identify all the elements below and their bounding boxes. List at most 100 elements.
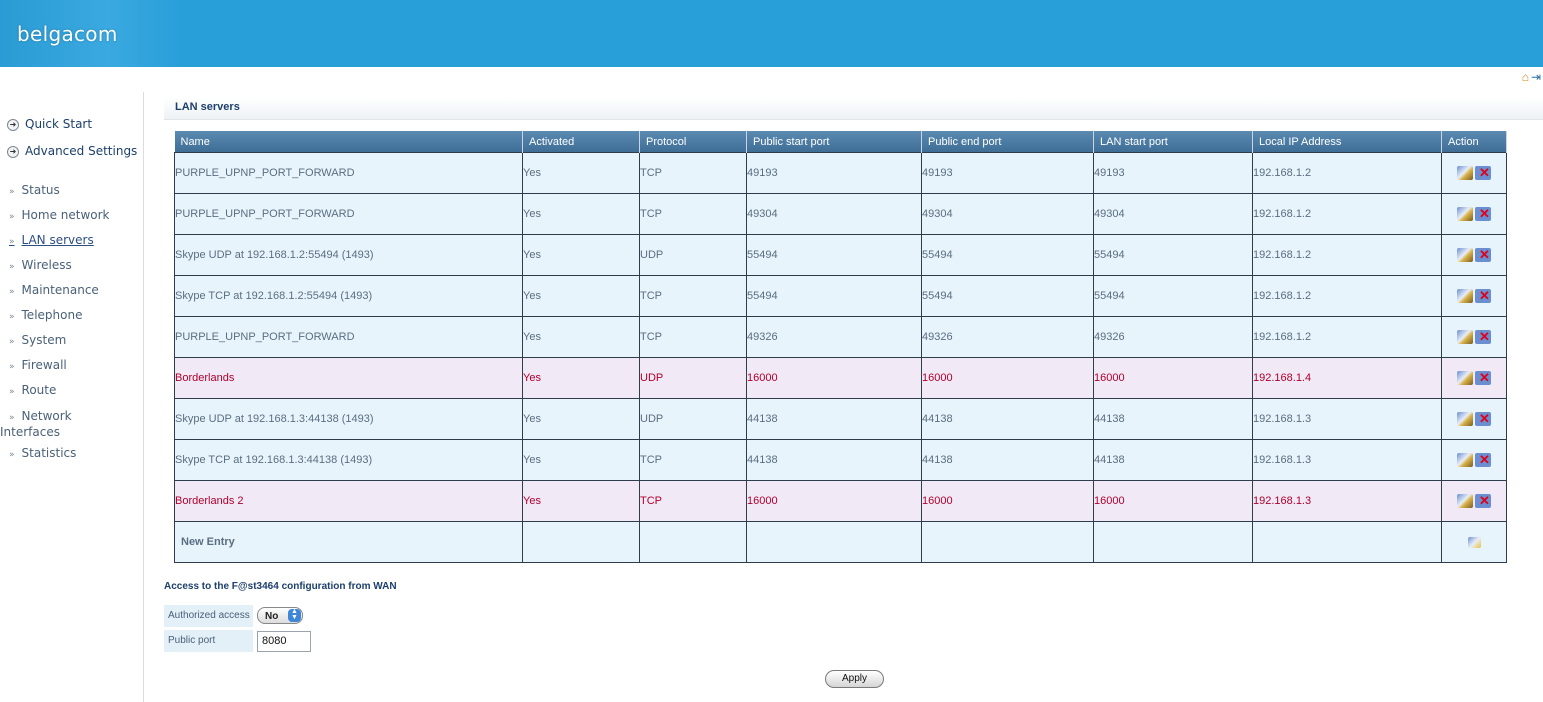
table-cell-name: PURPLE_UPNP_PORT_FORWARD [174,316,523,358]
table-cell-action [1441,193,1507,235]
sidebar-item-home-network[interactable]: » Home network [9,208,110,222]
delete-icon[interactable] [1475,165,1491,181]
sidebar-item-telephone[interactable]: » Telephone [9,308,83,322]
column-header: Action [1441,131,1507,153]
home-icon[interactable]: ⌂ [1521,70,1529,84]
sidebar-item-status[interactable]: » Status [9,183,60,197]
edit-icon[interactable] [1457,412,1473,426]
authorized-access-value: No [265,611,279,622]
table-row: Skype UDP at 192.168.1.2:55494 (1493) Yes… [174,234,1507,276]
table-cell-public-end: 44138 [921,398,1094,440]
lan-servers-table: Name Activated Protocol Public start por… [174,131,1507,563]
sidebar-item-system[interactable]: » System [9,333,67,347]
table-cell-lan-start: 55494 [1093,275,1253,317]
quick-start-link[interactable]: ➜ Quick Start [7,117,92,131]
arrow-right-icon: ➜ [7,146,19,158]
delete-icon[interactable] [1475,452,1491,468]
delete-icon[interactable] [1475,288,1491,304]
sidebar-item-wireless[interactable]: » Wireless [9,258,72,272]
table-cell-lan-start: 16000 [1093,480,1253,522]
new-entry-icon[interactable] [1467,536,1481,548]
table-cell-protocol: UDP [639,398,747,440]
table-cell-name: Skype TCP at 192.168.1.3:44138 (1493) [174,439,523,481]
edit-icon[interactable] [1457,371,1473,385]
delete-icon[interactable] [1475,370,1491,386]
column-header: Public end port [921,131,1094,153]
public-port-label: Public port [164,630,253,652]
table-cell-public-end: 16000 [921,357,1094,399]
delete-icon[interactable] [1475,206,1491,222]
bullet-icon: » [9,237,15,247]
table-cell-protocol: UDP [639,357,747,399]
table-cell-protocol: TCP [639,439,747,481]
select-stepper-icon: ▲ ▼ [288,608,301,622]
delete-icon[interactable] [1475,329,1491,345]
edit-icon[interactable] [1457,166,1473,180]
edit-icon[interactable] [1457,330,1473,344]
logo-area: belgacom [0,0,180,67]
table-cell-activated: Yes [522,193,640,235]
public-port-input[interactable]: 8080 [257,631,311,652]
table-cell-public-end: 49304 [921,193,1094,235]
table-cell-action [1441,275,1507,317]
sidebar-item-route[interactable]: » Route [9,383,57,397]
header-bar: belgacom [0,0,1543,67]
new-entry-label[interactable]: New Entry [174,521,523,563]
advanced-settings-link[interactable]: ➜ Advanced Settings [0,144,137,158]
table-cell-ip: 192.168.1.2 [1252,193,1442,235]
page-title: LAN servers [175,101,240,113]
table-cell-action [1441,398,1507,440]
table-cell-activated: Yes [522,316,640,358]
table-cell-public-end: 16000 [921,480,1094,522]
table-cell-lan-start: 44138 [1093,439,1253,481]
sidebar: ➜ Quick Start ➜ Advanced Settings » Status … [0,92,144,702]
bullet-icon: » [9,387,15,397]
edit-icon[interactable] [1457,453,1473,467]
edit-icon[interactable] [1457,207,1473,221]
table-cell-public-end: 44138 [921,439,1094,481]
table-cell-activated: Yes [522,439,640,481]
table-cell-protocol: TCP [639,193,747,235]
logout-icon[interactable]: ⇥ [1530,70,1541,84]
new-entry-row: New Entry [174,521,1507,563]
edit-icon[interactable] [1457,494,1473,508]
table-cell-lan-start: 16000 [1093,357,1253,399]
table-cell-protocol: TCP [639,152,747,194]
delete-icon[interactable] [1475,411,1491,427]
authorized-access-select[interactable]: No ▲ ▼ [257,607,303,624]
sidebar-item-maintenance[interactable]: » Maintenance [9,283,99,297]
sidebar-item-lan-servers[interactable]: » LAN servers [9,233,94,247]
section-header: LAN servers [164,97,1543,120]
table-cell-action [1441,521,1507,563]
sidebar-item-firewall[interactable]: » Firewall [9,358,67,372]
sidebar-item-network-interfaces[interactable]: » Network Interfaces [0,409,72,439]
table-cell-empty [1252,521,1442,563]
table-row: PURPLE_UPNP_PORT_FORWARD Yes TCP 49304 49304… [174,193,1507,235]
sidebar-item-statistics[interactable]: » Statistics [9,446,77,460]
table-cell-name: PURPLE_UPNP_PORT_FORWARD [174,193,523,235]
brand-logo[interactable]: belgacom [17,22,118,46]
table-cell-ip: 192.168.1.3 [1252,480,1442,522]
table-cell-lan-start: 49304 [1093,193,1253,235]
table-row: Borderlands 2 Yes TCP 16000 16000 16000 192.16… [174,480,1507,522]
edit-icon[interactable] [1457,289,1473,303]
table-cell-name: Borderlands 2 [174,480,523,522]
table-row: PURPLE_UPNP_PORT_FORWARD Yes TCP 49193 49193… [174,152,1507,194]
table-row: Skype TCP at 192.168.1.3:44138 (1493) Yes… [174,439,1507,481]
edit-icon[interactable] [1457,248,1473,262]
table-cell-activated: Yes [522,275,640,317]
table-cell-protocol: TCP [639,275,747,317]
table-cell-action [1441,316,1507,358]
delete-icon[interactable] [1475,493,1491,509]
table-cell-lan-start: 44138 [1093,398,1253,440]
table-cell-protocol: TCP [639,316,747,358]
delete-icon[interactable] [1475,247,1491,263]
table-cell-action [1441,480,1507,522]
table-cell-lan-start: 49193 [1093,152,1253,194]
table-cell-public-start: 44138 [746,398,922,440]
table-cell-activated: Yes [522,480,640,522]
table-cell-lan-start: 55494 [1093,234,1253,276]
table-row: PURPLE_UPNP_PORT_FORWARD Yes TCP 49326 49326… [174,316,1507,358]
apply-button[interactable]: Apply [825,670,884,688]
table-cell-public-end: 55494 [921,275,1094,317]
